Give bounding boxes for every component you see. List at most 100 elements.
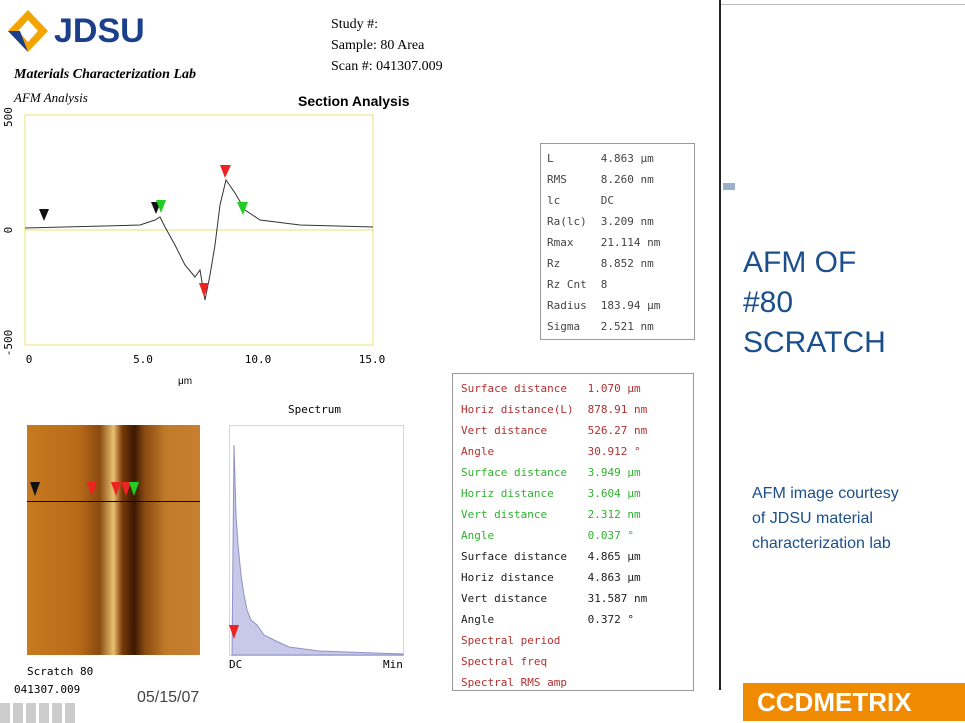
title-line: SCRATCH: [743, 323, 886, 363]
measure-name: Angle: [461, 441, 588, 462]
measure-value: 1.070 μm: [588, 378, 648, 399]
marker: [220, 165, 231, 178]
stat-name: lc: [547, 190, 601, 211]
stat-name: Rz Cnt: [547, 274, 601, 295]
measure-row: Vert distance31.587 nm: [461, 588, 647, 609]
measure-row: Angle0.037 °: [461, 525, 647, 546]
logo-text: JDSU: [54, 12, 145, 51]
x-tick-label: 15.0: [359, 353, 386, 366]
note-line: of JDSU material: [752, 506, 899, 531]
y-tick-label: 500: [2, 107, 15, 127]
measure-name: Surface distance: [461, 546, 588, 567]
stats-row: Ra(lc)3.209 nm: [547, 211, 660, 232]
title-line: #80: [743, 283, 886, 323]
measure-name: Spectral period: [461, 630, 588, 651]
scan-info: Study #: Sample: 80 Area Scan #: 041307.…: [331, 14, 443, 77]
image-id: 041307.009: [14, 683, 80, 696]
measure-name: Spectral freq: [461, 651, 588, 672]
stat-value: 2.521 nm: [601, 316, 661, 337]
marker: [39, 209, 49, 221]
slide: JDSU Materials Characterization Lab AFM …: [0, 0, 965, 723]
brand-logo: CCDMETRIX: [743, 683, 965, 721]
x-tick-label: 5.0: [133, 353, 153, 366]
measure-name: Surface distance: [461, 462, 588, 483]
bullet: [723, 183, 735, 190]
stat-value: 21.114 nm: [601, 232, 661, 253]
stat-name: Radius: [547, 295, 601, 316]
stat-value: 8.260 nm: [601, 169, 661, 190]
spectrum-x-max: Min: [383, 658, 403, 671]
y-tick-label: -500: [2, 330, 15, 357]
logo-mark: [6, 8, 50, 54]
measure-value: 4.863 μm: [588, 567, 648, 588]
stat-name: Sigma: [547, 316, 601, 337]
stat-name: Ra(lc): [547, 211, 601, 232]
slide-note: AFM image courtesy of JDSU material char…: [752, 481, 899, 556]
measure-value: 3.604 μm: [588, 483, 648, 504]
analysis-label: AFM Analysis: [14, 90, 88, 106]
stat-name: Rz: [547, 253, 601, 274]
measure-name: Vert distance: [461, 588, 588, 609]
date: 05/15/07: [137, 689, 199, 707]
note-line: AFM image courtesy: [752, 481, 899, 506]
stat-value: 3.209 nm: [601, 211, 661, 232]
stat-name: Rmax: [547, 232, 601, 253]
stat-value: 183.94 μm: [601, 295, 661, 316]
measure-name: Horiz distance(L): [461, 399, 588, 420]
afm-image: [27, 425, 200, 655]
marker: [237, 202, 248, 215]
measure-name: Horiz distance: [461, 567, 588, 588]
measure-value: 878.91 nm: [588, 399, 648, 420]
measure-value: 2.312 nm: [588, 504, 648, 525]
spectrum-plot: [229, 425, 405, 657]
sample: Sample: 80 Area: [331, 35, 443, 56]
profile-curve: [25, 180, 373, 300]
scan: Scan #: 041307.009: [331, 56, 443, 77]
measure-value: 30.912 °: [588, 441, 648, 462]
measure-name: Vert distance: [461, 420, 588, 441]
measure-value: 0.037 °: [588, 525, 648, 546]
measure-name: Horiz distance: [461, 483, 588, 504]
stat-name: L: [547, 148, 601, 169]
spectrum-title: Spectrum: [288, 403, 341, 416]
stat-value: 4.863 μm: [601, 148, 661, 169]
x-tick-label: 0: [26, 353, 33, 366]
measure-value: 3.949 μm: [588, 462, 648, 483]
stat-value: 8.852 nm: [601, 253, 661, 274]
lab-name: Materials Characterization Lab: [14, 67, 196, 83]
measure-name: Spectral RMS amp: [461, 672, 588, 693]
measure-value: 526.27 nm: [588, 420, 648, 441]
stats-row: L4.863 μm: [547, 148, 660, 169]
footer-bar: [0, 703, 78, 723]
stat-value: 8: [601, 274, 661, 295]
measure-value: 0.372 °: [588, 609, 648, 630]
x-unit: μm: [178, 376, 192, 387]
x-tick-label: 10.0: [245, 353, 272, 366]
measure-row: Spectral freq: [461, 651, 647, 672]
slide-title: AFM OF #80 SCRATCH: [743, 243, 886, 363]
title-line: AFM OF: [743, 243, 886, 283]
measure-name: Angle: [461, 525, 588, 546]
measure-value: 31.587 nm: [588, 588, 648, 609]
measure-name: Vert distance: [461, 504, 588, 525]
measure-row: Horiz distance(L)878.91 nm: [461, 399, 647, 420]
study: Study #:: [331, 14, 443, 35]
